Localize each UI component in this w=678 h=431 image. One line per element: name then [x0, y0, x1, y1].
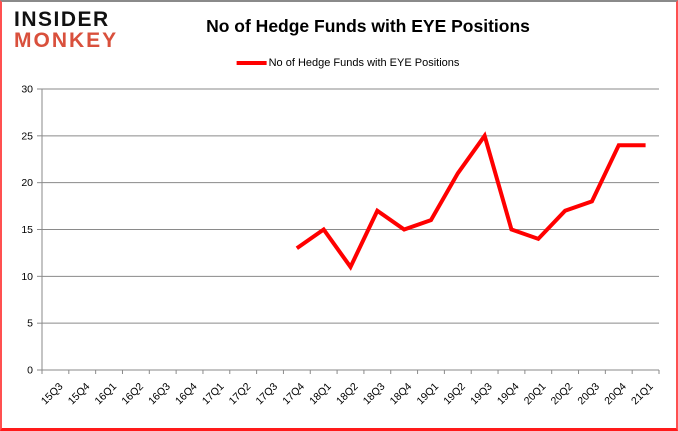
x-tick-label: 18Q1	[307, 381, 334, 408]
x-tick-label: 18Q2	[334, 381, 361, 408]
x-tick-label: 17Q1	[200, 381, 227, 408]
y-tick-label: 0	[27, 365, 33, 377]
insider-monkey-logo: INSIDER MONKEY	[14, 9, 118, 51]
y-tick-label: 15	[21, 224, 33, 236]
x-tick-label: 19Q2	[441, 381, 468, 408]
y-axis-labels: 0 5 10 15 20 25 30	[21, 84, 33, 377]
logo-monkey-text: MONKEY	[14, 29, 119, 52]
legend: No of Hedge Funds with EYE Positions	[236, 57, 460, 69]
x-axis-labels: 15Q3 15Q4 16Q1 16Q2 16Q3 16Q4 17Q1 17Q2 17Q3 17Q4…	[39, 381, 656, 408]
x-tick-label: 20Q2	[549, 381, 576, 408]
y-tick-label: 10	[21, 271, 33, 283]
x-tick-label: 16Q1	[93, 381, 120, 408]
x-tick-label: 16Q4	[173, 381, 200, 408]
y-tick-label: 20	[21, 177, 33, 189]
y-tick-label: 30	[21, 84, 33, 96]
x-tick-label: 21Q1	[629, 381, 656, 408]
x-tick-label: 17Q3	[253, 381, 280, 408]
x-tick-label: 20Q3	[575, 381, 602, 408]
x-tick-label: 18Q4	[388, 381, 415, 408]
x-tick-label: 16Q2	[119, 381, 146, 408]
x-tick-label: 19Q4	[495, 381, 522, 408]
axis-lines	[37, 88, 660, 374]
y-tick-label: 5	[27, 318, 33, 330]
logo-insider-text: INSIDER	[14, 8, 110, 31]
x-tick-label: 20Q1	[522, 381, 549, 408]
x-tick-label: 19Q3	[468, 381, 495, 408]
chart-title: No of Hedge Funds with EYE Positions	[206, 16, 530, 36]
y-gridlines	[42, 88, 659, 371]
x-tick-label: 20Q4	[602, 381, 629, 408]
x-tick-label: 18Q3	[361, 381, 388, 408]
legend-label: No of Hedge Funds with EYE Positions	[268, 57, 460, 69]
y-tick-label: 25	[21, 130, 33, 142]
x-tick-label: 16Q3	[146, 381, 173, 408]
x-tick-label: 15Q3	[39, 381, 66, 408]
x-tick-label: 19Q1	[414, 381, 441, 408]
legend-line-swatch	[236, 61, 267, 65]
x-tick-label: 17Q4	[280, 381, 307, 408]
series-line-hedge-funds	[295, 131, 646, 271]
x-tick-label: 15Q4	[66, 381, 93, 408]
x-tick-label: 17Q2	[227, 381, 254, 408]
